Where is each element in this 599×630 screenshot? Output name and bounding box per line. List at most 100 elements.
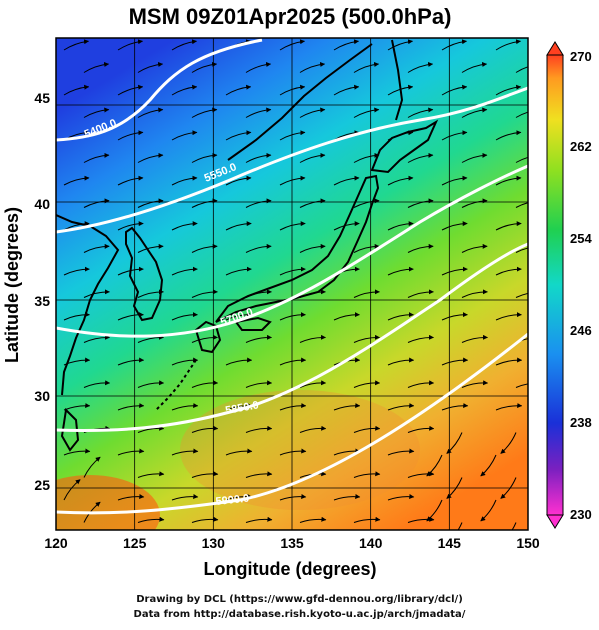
y-tick-label: 35 [34, 293, 50, 309]
contour-5700 [56, 164, 528, 338]
streamline-arrow [353, 152, 380, 163]
contour-5900 [56, 332, 528, 515]
streamline-arrow [137, 471, 165, 478]
streamline-arrow [83, 198, 110, 208]
streamline-arrow [333, 39, 359, 51]
streamline-arrow [245, 198, 272, 208]
streamline-arrow [83, 456, 101, 478]
streamline-arrow [353, 107, 380, 118]
streamline-arrow [441, 175, 468, 186]
streamline-arrow [63, 221, 90, 231]
streamline-arrow [515, 292, 528, 298]
streamline-arrow [387, 494, 415, 501]
streamline-arrow [117, 403, 145, 411]
shikoku-coast [234, 316, 272, 331]
streamline-arrow [407, 380, 435, 388]
streamline-arrow [353, 380, 381, 388]
x-tick-label: 145 [438, 535, 462, 551]
streamline-arrow [353, 198, 380, 208]
streamline-arrow [407, 471, 435, 478]
streamline-arrow [83, 380, 111, 388]
hokkaido-coast [370, 119, 439, 174]
streamline-arrow [333, 84, 360, 96]
streamline-arrow [279, 266, 306, 276]
streamline-arrow [191, 516, 219, 523]
streamline-arrow [515, 383, 528, 388]
colorbar-tick-label: 230 [570, 507, 592, 522]
streamline-arrow [279, 312, 306, 321]
streamline-arrow [117, 221, 144, 231]
streamline-arrow [191, 380, 219, 388]
streamline-arrow [495, 130, 522, 141]
streamline-arrow [495, 39, 521, 51]
streamline-arrow [137, 380, 165, 388]
streamline-arrow [495, 266, 522, 276]
streamline-arrow [171, 266, 198, 276]
streamline-arrow [461, 107, 488, 118]
streamline-arrow [83, 334, 110, 343]
streamline-arrow [171, 221, 198, 231]
colorbar-tick-label: 254 [570, 231, 592, 246]
streamline-arrow [407, 425, 435, 433]
streamline-arrow [191, 243, 218, 253]
streamline-arrow [83, 61, 110, 73]
streamline-arrow [137, 243, 164, 253]
plot-frame [55, 37, 529, 531]
streamline-arrow [117, 448, 145, 456]
streamline-arrow [279, 357, 307, 366]
streamline-arrow [515, 202, 528, 208]
x-tick-label: 140 [359, 535, 383, 551]
streamline-arrow [225, 84, 252, 96]
streamline-arrow [457, 522, 463, 530]
streamline-arrow [461, 152, 488, 163]
streamline-arrow [495, 312, 522, 321]
colorbar-tick-label: 270 [570, 49, 592, 64]
streamline-arrow [407, 152, 434, 163]
streamline-arrow [426, 454, 443, 477]
streamline-arrow [299, 107, 326, 118]
streamline-arrow [353, 425, 381, 433]
streamline-arrow [137, 61, 164, 73]
streamline-arrow [495, 175, 522, 186]
sakhalin-coast [391, 39, 404, 121]
contour-label-5850: 5850.0 [224, 399, 259, 417]
streamline-arrow [461, 380, 489, 388]
colorbar-top-arrow [546, 41, 564, 56]
streamline-arrow [117, 130, 144, 141]
colorbar-tick-label: 262 [570, 139, 592, 154]
streamline-arrow [299, 61, 326, 73]
streamline-arrow [137, 334, 164, 343]
streamline-arrow [245, 107, 272, 118]
streamline-arrow [117, 39, 143, 51]
streamline-arrow [245, 334, 272, 343]
streamline-arrow [171, 312, 198, 321]
streamline-arrow [171, 84, 198, 96]
y-tick-label: 45 [34, 90, 50, 106]
streamline-arrow [515, 247, 528, 253]
streamline-arrow [441, 130, 468, 141]
streamline-arrow [480, 499, 497, 522]
streamline-arrow [333, 221, 360, 231]
streamline-arrow [245, 516, 273, 523]
streamline-arrow [407, 289, 434, 298]
streamline-arrow [515, 156, 528, 163]
streamline-arrow [137, 425, 165, 433]
streamline-arrow [387, 448, 415, 456]
streamline-arrow [279, 130, 306, 141]
streamline-arrow [441, 84, 468, 96]
streamline-arrow [333, 312, 360, 321]
streamline-arrow [333, 494, 361, 501]
streamline-arrow [407, 516, 435, 523]
streamline-arrow [63, 266, 90, 276]
streamline-arrow [407, 243, 434, 253]
streamline-arrow [407, 107, 434, 118]
streamline-arrow [279, 403, 307, 411]
streamline-arrow [387, 403, 415, 411]
streamline-arrow [387, 357, 415, 366]
streamline-arrow [279, 175, 306, 186]
contour-label-5900: 5900.0 [215, 493, 250, 508]
streamline-arrow [171, 175, 198, 186]
streamline-arrow [63, 479, 81, 501]
contour-5550 [56, 86, 528, 234]
streamline-arrow [353, 334, 380, 343]
